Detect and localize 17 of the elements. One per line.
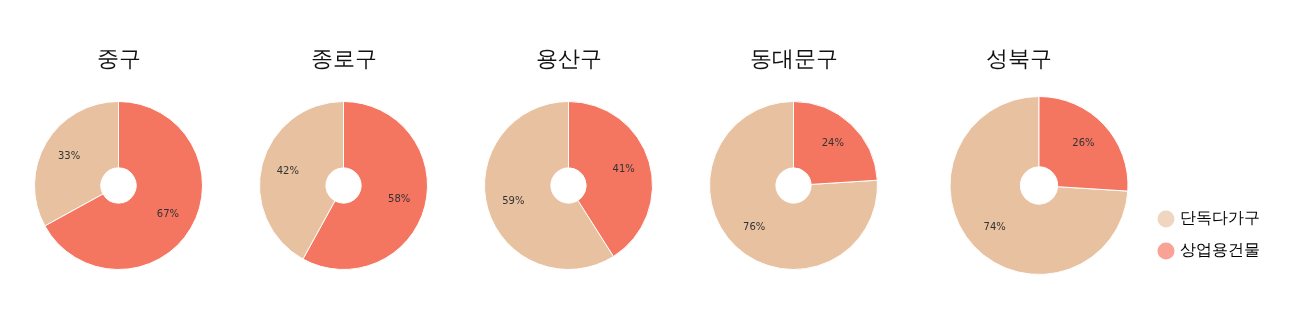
chart-title: 종로구 [309,45,378,73]
data-label: 41% [612,163,635,175]
data-label: 58% [388,193,411,205]
data-label: 42% [276,164,299,176]
chart-title: 중구 [95,45,142,73]
legend-label: 상업용건물 [1180,240,1260,260]
chart-title: 동대문구 [748,45,839,73]
chart-title: 용산구 [534,45,603,73]
legend-label: 단독다가구 [1180,208,1260,228]
data-label: 59% [502,195,525,207]
data-label: 76% [743,220,766,232]
data-label: 67% [156,208,180,220]
data-label: 24% [821,137,844,149]
chart-title: 성북구 [984,45,1053,73]
data-label: 74% [983,220,1006,232]
data-label: 33% [57,149,81,161]
data-label: 26% [1072,137,1095,149]
